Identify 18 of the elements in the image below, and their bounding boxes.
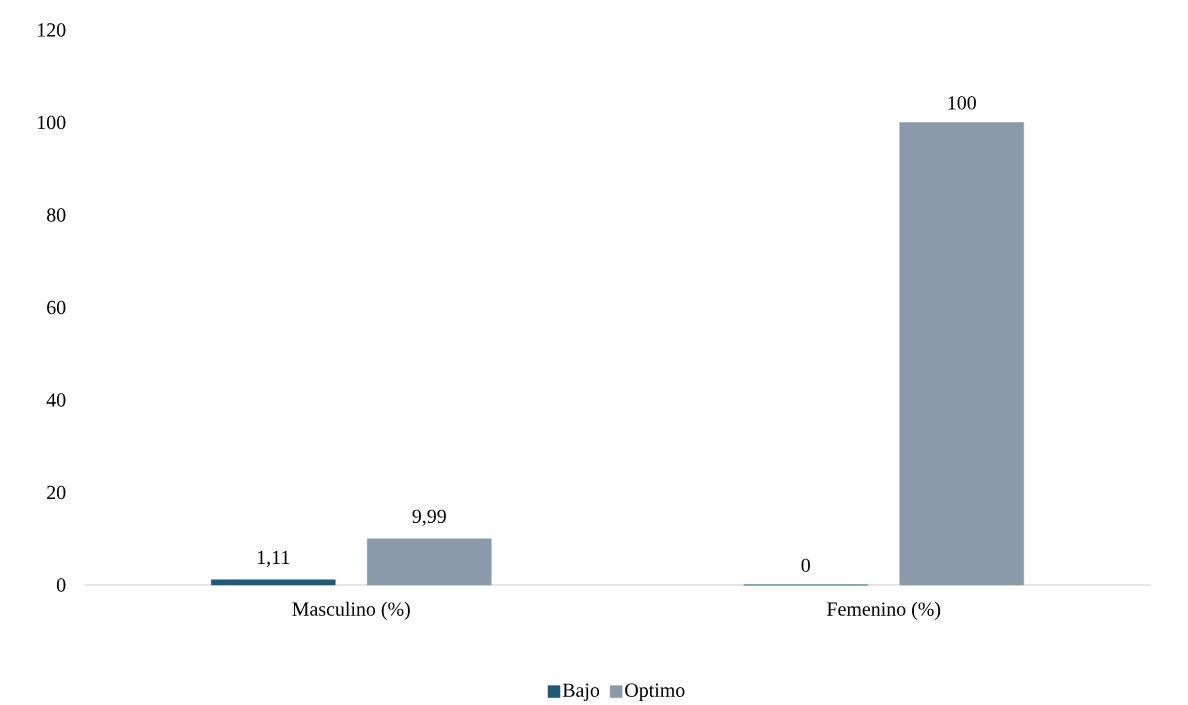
y-tick-label: 60 [47, 300, 66, 315]
bar [211, 579, 336, 586]
y-tick-label: 120 [38, 23, 66, 37]
x-tick-label: Masculino (%) [292, 601, 410, 620]
legend-label: Bajo [562, 683, 600, 701]
y-tick-label: 80 [47, 208, 66, 222]
y-tick-label: 40 [46, 393, 66, 407]
y-tick-label: 20 [47, 485, 66, 500]
bar [899, 122, 1024, 586]
legend-label: Optimo [625, 683, 685, 701]
x-tick-label: Femenino (%) [827, 601, 941, 620]
data-label: 9,99 [412, 509, 446, 526]
data-label: 1,11 [257, 550, 290, 567]
y-tick-label: 0 [56, 578, 66, 592]
data-label: 0 [801, 558, 810, 573]
y-tick-label: 100 [38, 115, 66, 130]
bar [367, 538, 492, 586]
data-label: 100 [948, 96, 976, 110]
